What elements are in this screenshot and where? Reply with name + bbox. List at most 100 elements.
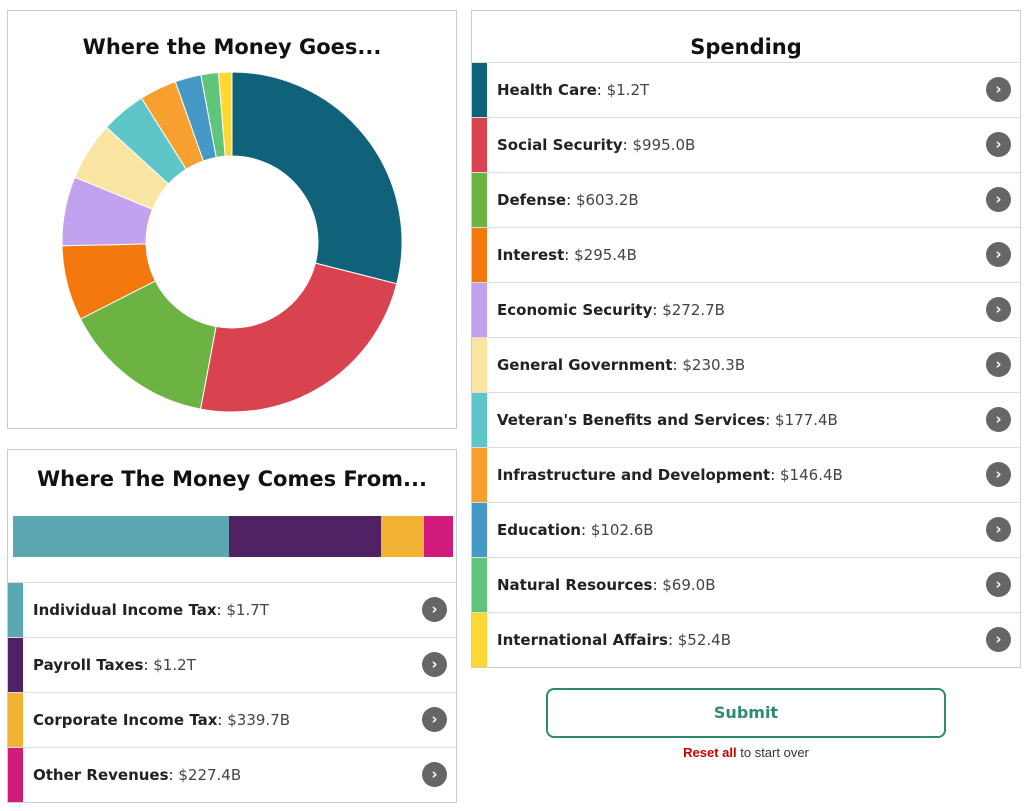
- revenue-bar-segment: [13, 516, 229, 557]
- item-text: Health Care: $1.2T: [497, 63, 649, 117]
- item-text: Interest: $295.4B: [497, 228, 637, 282]
- list-item[interactable]: International Affairs: $52.4B ›: [472, 612, 1020, 667]
- list-item[interactable]: Economic Security: $272.7B ›: [472, 282, 1020, 337]
- item-amount: $339.7B: [227, 711, 291, 729]
- submit-button[interactable]: Submit: [546, 688, 946, 738]
- list-item[interactable]: Individual Income Tax: $1.7T ›: [8, 582, 456, 637]
- item-name: Individual Income Tax: [33, 601, 217, 619]
- list-item[interactable]: Veteran's Benefits and Services: $177.4B…: [472, 392, 1020, 447]
- chevron-right-icon[interactable]: ›: [986, 462, 1011, 487]
- item-amount: $52.4B: [677, 631, 731, 649]
- item-name: Veteran's Benefits and Services: [497, 411, 766, 429]
- chevron-right-icon[interactable]: ›: [986, 407, 1011, 432]
- item-amount: $177.4B: [775, 411, 838, 429]
- color-swatch: [8, 748, 23, 802]
- item-separator: :: [216, 601, 227, 619]
- color-swatch: [8, 583, 23, 637]
- item-separator: :: [564, 246, 575, 264]
- chevron-right-icon[interactable]: ›: [986, 352, 1011, 377]
- chevron-right-icon[interactable]: ›: [422, 707, 447, 732]
- money-comes-panel: Where The Money Comes From... Individual…: [7, 449, 457, 803]
- item-separator: :: [652, 301, 663, 319]
- item-text: Natural Resources: $69.0B: [497, 558, 716, 612]
- list-item[interactable]: Natural Resources: $69.0B ›: [472, 557, 1020, 612]
- color-swatch: [472, 503, 487, 557]
- list-item[interactable]: Other Revenues: $227.4B ›: [8, 747, 456, 802]
- item-separator: :: [217, 711, 228, 729]
- item-text: Infrastructure and Development: $146.4B: [497, 448, 843, 502]
- item-separator: :: [652, 576, 663, 594]
- item-amount: $1.7T: [226, 601, 269, 619]
- chevron-right-icon[interactable]: ›: [422, 762, 447, 787]
- donut-slice: [231, 72, 402, 285]
- list-item[interactable]: General Government: $230.3B ›: [472, 337, 1020, 392]
- money-goes-title: Where the Money Goes...: [82, 35, 382, 59]
- item-amount: $227.4B: [178, 766, 242, 784]
- color-swatch: [472, 558, 487, 612]
- item-name: Health Care: [497, 81, 597, 99]
- chevron-right-icon[interactable]: ›: [986, 517, 1011, 542]
- item-separator: :: [168, 766, 179, 784]
- item-name: Natural Resources: [497, 576, 653, 594]
- item-separator: :: [765, 411, 776, 429]
- color-swatch: [472, 63, 487, 117]
- reset-suffix-text: to start over: [740, 745, 809, 760]
- item-text: Defense: $603.2B: [497, 173, 639, 227]
- reset-all-link[interactable]: Reset all: [683, 745, 737, 760]
- color-swatch: [472, 118, 487, 172]
- list-item[interactable]: Interest: $295.4B ›: [472, 227, 1020, 282]
- chevron-right-icon[interactable]: ›: [422, 652, 447, 677]
- spending-donut-chart: [62, 72, 402, 412]
- item-amount: $146.4B: [780, 466, 843, 484]
- item-amount: $995.0B: [632, 136, 696, 154]
- item-amount: $69.0B: [662, 576, 716, 594]
- item-name: Other Revenues: [33, 766, 169, 784]
- item-separator: :: [596, 81, 607, 99]
- item-name: International Affairs: [497, 631, 668, 649]
- item-amount: $1.2T: [606, 81, 650, 99]
- revenue-bar-segment: [424, 516, 453, 557]
- revenue-bar-segment: [228, 516, 382, 557]
- color-swatch: [472, 613, 487, 667]
- color-swatch: [472, 338, 487, 392]
- color-swatch: [472, 283, 487, 337]
- item-text: Social Security: $995.0B: [497, 118, 695, 172]
- chevron-right-icon[interactable]: ›: [986, 187, 1011, 212]
- item-amount: $295.4B: [574, 246, 637, 264]
- chevron-right-icon[interactable]: ›: [986, 627, 1011, 652]
- item-text: Individual Income Tax: $1.7T: [33, 583, 269, 637]
- item-name: General Government: [497, 356, 673, 374]
- list-item[interactable]: Payroll Taxes: $1.2T ›: [8, 637, 456, 692]
- item-separator: :: [566, 191, 576, 209]
- item-text: Economic Security: $272.7B: [497, 283, 725, 337]
- item-name: Education: [497, 521, 581, 539]
- chevron-right-icon[interactable]: ›: [986, 242, 1011, 267]
- item-text: Payroll Taxes: $1.2T: [33, 638, 196, 692]
- list-item[interactable]: Corporate Income Tax: $339.7B ›: [8, 692, 456, 747]
- revenue-list: Individual Income Tax: $1.7T › Payroll Tax…: [8, 582, 456, 802]
- revenue-bar-segment: [381, 516, 425, 557]
- item-amount: $230.3B: [682, 356, 746, 374]
- item-text: Veteran's Benefits and Services: $177.4B: [497, 393, 838, 447]
- spending-list: Health Care: $1.2T › Social Security: $995…: [472, 62, 1020, 667]
- spending-panel: Spending Health Care: $1.2T › Social Secur…: [471, 10, 1021, 668]
- list-item[interactable]: Infrastructure and Development: $146.4B ›: [472, 447, 1020, 502]
- chevron-right-icon[interactable]: ›: [986, 572, 1011, 597]
- item-separator: :: [667, 631, 678, 649]
- item-separator: :: [143, 656, 154, 674]
- list-item[interactable]: Social Security: $995.0B ›: [472, 117, 1020, 172]
- color-swatch: [472, 173, 487, 227]
- chevron-right-icon[interactable]: ›: [986, 132, 1011, 157]
- color-swatch: [472, 448, 487, 502]
- list-item[interactable]: Education: $102.6B ›: [472, 502, 1020, 557]
- chevron-right-icon[interactable]: ›: [986, 297, 1011, 322]
- chevron-right-icon[interactable]: ›: [422, 597, 447, 622]
- item-text: General Government: $230.3B: [497, 338, 745, 392]
- money-comes-title: Where The Money Comes From...: [37, 467, 427, 491]
- list-item[interactable]: Health Care: $1.2T ›: [472, 62, 1020, 117]
- list-item[interactable]: Defense: $603.2B ›: [472, 172, 1020, 227]
- chevron-right-icon[interactable]: ›: [986, 77, 1011, 102]
- item-name: Economic Security: [497, 301, 653, 319]
- money-goes-panel: Where the Money Goes...: [7, 10, 457, 429]
- item-separator: :: [770, 466, 781, 484]
